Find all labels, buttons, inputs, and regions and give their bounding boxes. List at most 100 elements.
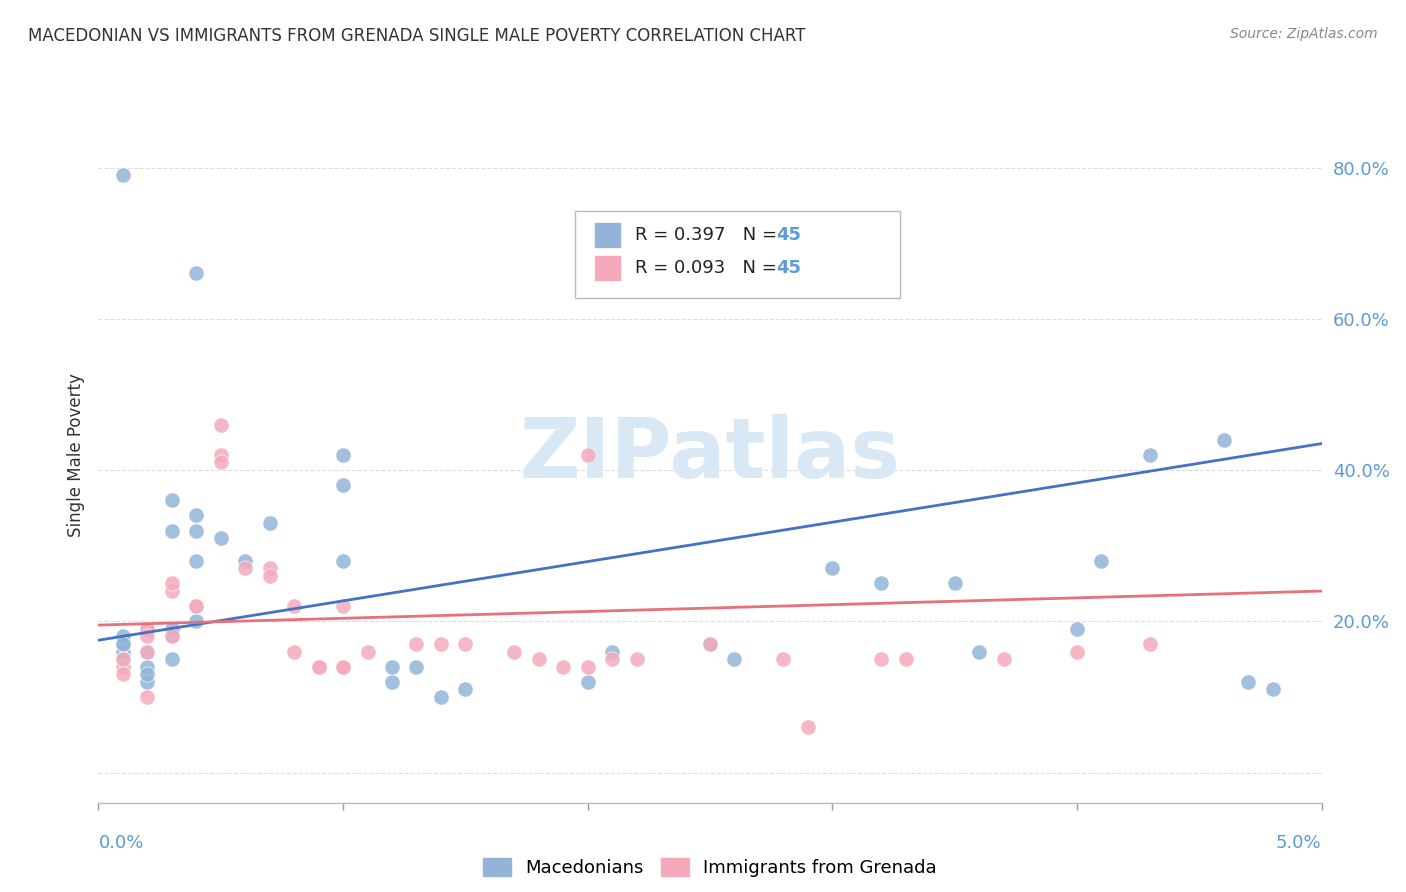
Point bbox=[870, 576, 893, 591]
Text: 45: 45 bbox=[776, 259, 801, 277]
Point bbox=[576, 674, 599, 689]
Point bbox=[332, 448, 354, 462]
Point bbox=[1139, 637, 1161, 651]
Point bbox=[430, 690, 453, 704]
Point bbox=[600, 652, 623, 666]
Text: Source: ZipAtlas.com: Source: ZipAtlas.com bbox=[1230, 27, 1378, 41]
Point bbox=[1212, 433, 1234, 447]
Point bbox=[943, 576, 966, 591]
Point bbox=[1090, 554, 1112, 568]
Point bbox=[967, 644, 990, 658]
Point bbox=[111, 629, 134, 643]
Point bbox=[821, 561, 844, 575]
Point bbox=[209, 448, 232, 462]
Point bbox=[111, 652, 134, 666]
Point bbox=[356, 644, 378, 658]
Point bbox=[160, 629, 183, 643]
Point bbox=[209, 531, 232, 545]
Point bbox=[1066, 622, 1088, 636]
Point bbox=[332, 659, 354, 673]
Point bbox=[111, 168, 134, 182]
Point bbox=[308, 659, 330, 673]
Point bbox=[160, 584, 183, 599]
Point bbox=[209, 417, 232, 432]
Point bbox=[136, 629, 159, 643]
Point bbox=[160, 652, 183, 666]
Point bbox=[454, 682, 477, 697]
Text: 5.0%: 5.0% bbox=[1277, 834, 1322, 852]
Point bbox=[186, 508, 208, 523]
Point bbox=[405, 637, 427, 651]
Point bbox=[454, 637, 477, 651]
Point bbox=[209, 455, 232, 469]
Text: ZIPatlas: ZIPatlas bbox=[520, 415, 900, 495]
Point bbox=[699, 637, 721, 651]
Point bbox=[894, 652, 917, 666]
Point bbox=[576, 659, 599, 673]
Text: MACEDONIAN VS IMMIGRANTS FROM GRENADA SINGLE MALE POVERTY CORRELATION CHART: MACEDONIAN VS IMMIGRANTS FROM GRENADA SI… bbox=[28, 27, 806, 45]
Point bbox=[381, 674, 404, 689]
Text: 45: 45 bbox=[776, 226, 801, 244]
Point bbox=[1261, 682, 1284, 697]
Point bbox=[160, 524, 183, 538]
Text: 0.0%: 0.0% bbox=[98, 834, 143, 852]
Point bbox=[160, 493, 183, 508]
Point bbox=[430, 637, 453, 651]
Point bbox=[111, 659, 134, 673]
Point bbox=[283, 599, 305, 614]
Point bbox=[259, 516, 281, 530]
Point bbox=[160, 629, 183, 643]
Point bbox=[233, 561, 256, 575]
Point bbox=[870, 652, 893, 666]
Point bbox=[111, 667, 134, 681]
Point bbox=[797, 720, 820, 734]
Text: R = 0.093   N =: R = 0.093 N = bbox=[636, 259, 783, 277]
Point bbox=[405, 659, 427, 673]
Point bbox=[993, 652, 1015, 666]
Point bbox=[186, 554, 208, 568]
Point bbox=[576, 448, 599, 462]
Text: R = 0.397   N =: R = 0.397 N = bbox=[636, 226, 783, 244]
Point bbox=[186, 267, 208, 281]
Legend: Macedonians, Immigrants from Grenada: Macedonians, Immigrants from Grenada bbox=[477, 850, 943, 884]
Point bbox=[308, 659, 330, 673]
Point bbox=[332, 478, 354, 492]
Point bbox=[283, 644, 305, 658]
Point bbox=[259, 561, 281, 575]
Point bbox=[1066, 644, 1088, 658]
Point bbox=[553, 659, 575, 673]
Point bbox=[136, 659, 159, 673]
Point bbox=[332, 554, 354, 568]
Point bbox=[111, 644, 134, 658]
Point bbox=[233, 554, 256, 568]
Point bbox=[136, 644, 159, 658]
Point bbox=[259, 569, 281, 583]
Point bbox=[111, 637, 134, 651]
Bar bbox=[593, 222, 620, 248]
Point bbox=[186, 599, 208, 614]
FancyBboxPatch shape bbox=[575, 211, 900, 298]
Point bbox=[136, 622, 159, 636]
Point bbox=[136, 667, 159, 681]
Point bbox=[503, 644, 526, 658]
Point bbox=[136, 622, 159, 636]
Point bbox=[186, 599, 208, 614]
Y-axis label: Single Male Poverty: Single Male Poverty bbox=[66, 373, 84, 537]
Point bbox=[699, 637, 721, 651]
Point bbox=[186, 615, 208, 629]
Point bbox=[160, 576, 183, 591]
Point bbox=[1139, 448, 1161, 462]
Point bbox=[332, 599, 354, 614]
Point bbox=[111, 637, 134, 651]
Point bbox=[723, 652, 745, 666]
Point bbox=[136, 690, 159, 704]
Bar bbox=[593, 254, 620, 281]
Point bbox=[160, 622, 183, 636]
Point bbox=[626, 652, 648, 666]
Point bbox=[527, 652, 550, 666]
Point bbox=[332, 659, 354, 673]
Point bbox=[381, 659, 404, 673]
Point bbox=[600, 644, 623, 658]
Point bbox=[1237, 674, 1260, 689]
Point bbox=[136, 644, 159, 658]
